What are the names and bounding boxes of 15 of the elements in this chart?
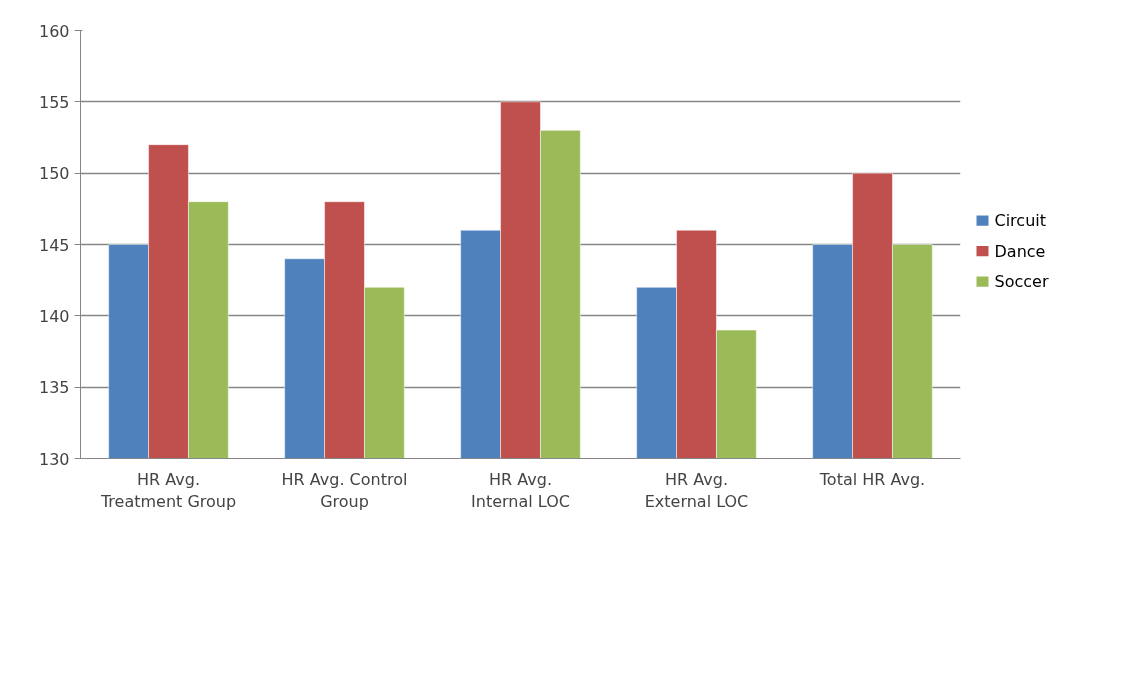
legend-label: Soccer [994, 272, 1049, 292]
x-tick-label: HR Avg. Treatment Group [99, 469, 237, 512]
x-tick-label: Total HR Avg. [818, 469, 926, 489]
x-tick-label: HR Avg. Control Group [281, 469, 408, 512]
y-tick-label: 135 [38, 378, 70, 398]
y-tick-label: 150 [38, 164, 70, 184]
x-tick-label: HR Avg. External LOC [644, 469, 749, 512]
y-tick-label: 155 [38, 92, 70, 112]
legend-label: Dance [994, 241, 1046, 261]
y-tick-label: 140 [38, 306, 70, 326]
y-tick-label: 145 [38, 235, 70, 255]
y-tick-label: 160 [38, 21, 70, 41]
x-tick-label: HR Avg. Internal LOC [471, 469, 570, 512]
legend-label: Circuit [994, 211, 1046, 231]
y-tick-label: 130 [38, 449, 70, 469]
